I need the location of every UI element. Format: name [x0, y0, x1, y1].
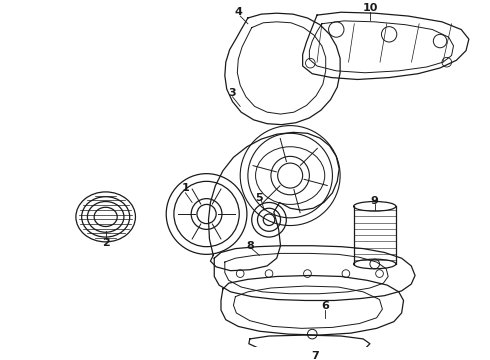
Text: 4: 4 — [234, 7, 242, 17]
Text: 10: 10 — [362, 3, 378, 13]
Text: 7: 7 — [311, 351, 319, 360]
Text: 2: 2 — [102, 238, 110, 248]
Text: 3: 3 — [229, 88, 236, 98]
Text: 8: 8 — [246, 241, 254, 251]
Text: 6: 6 — [321, 301, 329, 311]
Text: 5: 5 — [256, 193, 263, 203]
Text: 9: 9 — [371, 195, 379, 206]
Text: 1: 1 — [182, 183, 189, 193]
